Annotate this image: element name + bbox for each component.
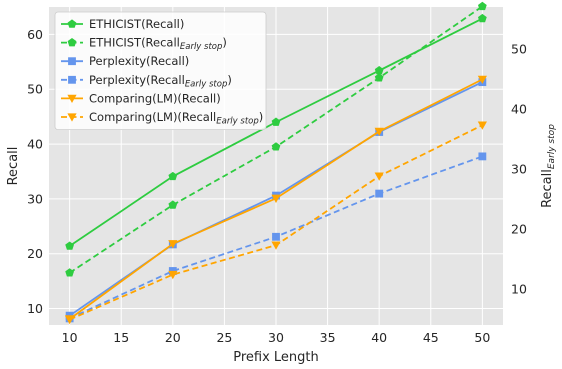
data-point — [271, 117, 281, 126]
legend-label-main: Comparing(LM)(Recall — [89, 110, 216, 124]
x-tick-label: 40 — [371, 330, 387, 345]
legend-swatch-marker — [67, 19, 77, 28]
data-point — [271, 194, 281, 203]
data-point — [65, 241, 75, 250]
data-point — [168, 171, 178, 181]
x-tick-label: 30 — [268, 330, 284, 345]
y-tick-label: 30 — [27, 191, 43, 206]
data-point — [374, 127, 384, 137]
data-point — [271, 142, 281, 151]
y-right-tick-label: 30 — [511, 162, 527, 177]
data-point — [477, 121, 487, 130]
legend-label-main: Perplexity(Recall) — [89, 54, 189, 68]
data-point — [375, 189, 384, 198]
y-tick-label: 20 — [27, 246, 43, 261]
y-tick-label: 60 — [27, 27, 43, 42]
series-layer — [65, 1, 487, 325]
legend-label: ETHICIST(Recall) — [89, 17, 184, 31]
legend-box — [54, 11, 267, 130]
legend-item: Perplexity(Recall) — [61, 54, 189, 68]
y-tick-label: 10 — [27, 301, 43, 316]
data-point — [168, 270, 178, 280]
data-point — [168, 240, 178, 249]
x-tick-label: 20 — [165, 330, 181, 345]
x-tick-label: 25 — [216, 330, 232, 345]
x-tick-label: 50 — [474, 330, 490, 345]
x-tick-label: 35 — [320, 330, 336, 345]
y-right-tick-label: 50 — [511, 42, 527, 57]
data-point — [65, 315, 75, 325]
series-4 — [65, 75, 487, 324]
y-right-tick-label: 20 — [511, 222, 527, 237]
data-point — [272, 232, 280, 241]
legend-label-main: Comparing(LM)(Recall) — [89, 91, 221, 105]
legend-label-main: ETHICIST(Recall — [89, 36, 180, 50]
legend-label: ETHICIST(RecallEarly stop) — [89, 36, 227, 53]
data-point — [374, 172, 384, 181]
legend-label-subscript: Early stop — [216, 117, 259, 127]
legend-label: Perplexity(RecallEarly stop) — [89, 73, 232, 90]
data-point — [65, 268, 75, 277]
y-axis-ticks: 10 20 30 40 50 60 — [27, 27, 43, 316]
x-tick-label: 45 — [423, 330, 439, 345]
x-axis-title: Prefix Length — [233, 350, 319, 365]
legend-label-main: ETHICIST(Recall) — [89, 17, 184, 31]
legend-label-subscript: Early stop — [185, 79, 228, 89]
legend-label-subscript: Early stop — [180, 42, 223, 52]
legend-label-main: Perplexity(Recall — [89, 73, 185, 87]
y-tick-label: 50 — [27, 82, 43, 97]
legend-item: Comparing(LM)(RecallEarly stop) — [61, 110, 263, 127]
y-right-tick-label: 10 — [511, 282, 527, 297]
data-point — [168, 200, 178, 209]
legend-swatch-marker — [67, 113, 77, 122]
x-tick-label: 15 — [113, 330, 129, 345]
legend-label: Comparing(LM)(Recall) — [89, 91, 221, 105]
data-point — [477, 1, 487, 11]
legend-swatch-marker — [67, 38, 77, 47]
data-point — [374, 73, 384, 82]
legend-label-tail: ) — [222, 36, 227, 50]
legend-label-tail: ) — [227, 73, 232, 87]
legend-item: ETHICIST(RecallEarly stop) — [61, 36, 227, 53]
data-point — [477, 75, 487, 84]
data-point — [374, 66, 384, 75]
legend-swatch-marker — [67, 94, 77, 103]
y-right-tick-label: 40 — [511, 102, 527, 117]
legend-item: ETHICIST(Recall) — [61, 17, 184, 31]
legend-item: Perplexity(RecallEarly stop) — [61, 73, 232, 90]
legend-label: Comparing(LM)(RecallEarly stop) — [89, 110, 263, 127]
legend-swatch-marker — [68, 57, 76, 66]
x-axis-ticks: 10 15 20 25 30 35 40 45 50 — [62, 330, 491, 345]
x-tick-label: 10 — [62, 330, 78, 345]
legend-label-tail: ) — [259, 110, 264, 124]
data-point — [478, 152, 487, 161]
legend: ETHICIST(Recall)ETHICIST(RecallEarly sto… — [54, 11, 267, 130]
y-right-axis-ticks: 10 20 30 40 50 — [511, 42, 527, 297]
y-tick-label: 40 — [27, 137, 43, 152]
legend-label: Perplexity(Recall) — [89, 54, 189, 68]
series-1 — [65, 1, 487, 277]
y-right-axis-title: RecallEarly stop — [540, 124, 557, 208]
series-5 — [65, 121, 487, 325]
series-0 — [65, 13, 487, 250]
data-point — [271, 241, 281, 250]
legend-swatch-marker — [68, 75, 76, 84]
data-point — [477, 13, 487, 23]
legend-item: Comparing(LM)(Recall) — [61, 91, 221, 105]
y-right-axis-title-subscript: Early stop — [547, 124, 557, 169]
y-axis-title: Recall — [6, 147, 21, 186]
y-right-axis-title-main: Recall — [540, 169, 555, 208]
